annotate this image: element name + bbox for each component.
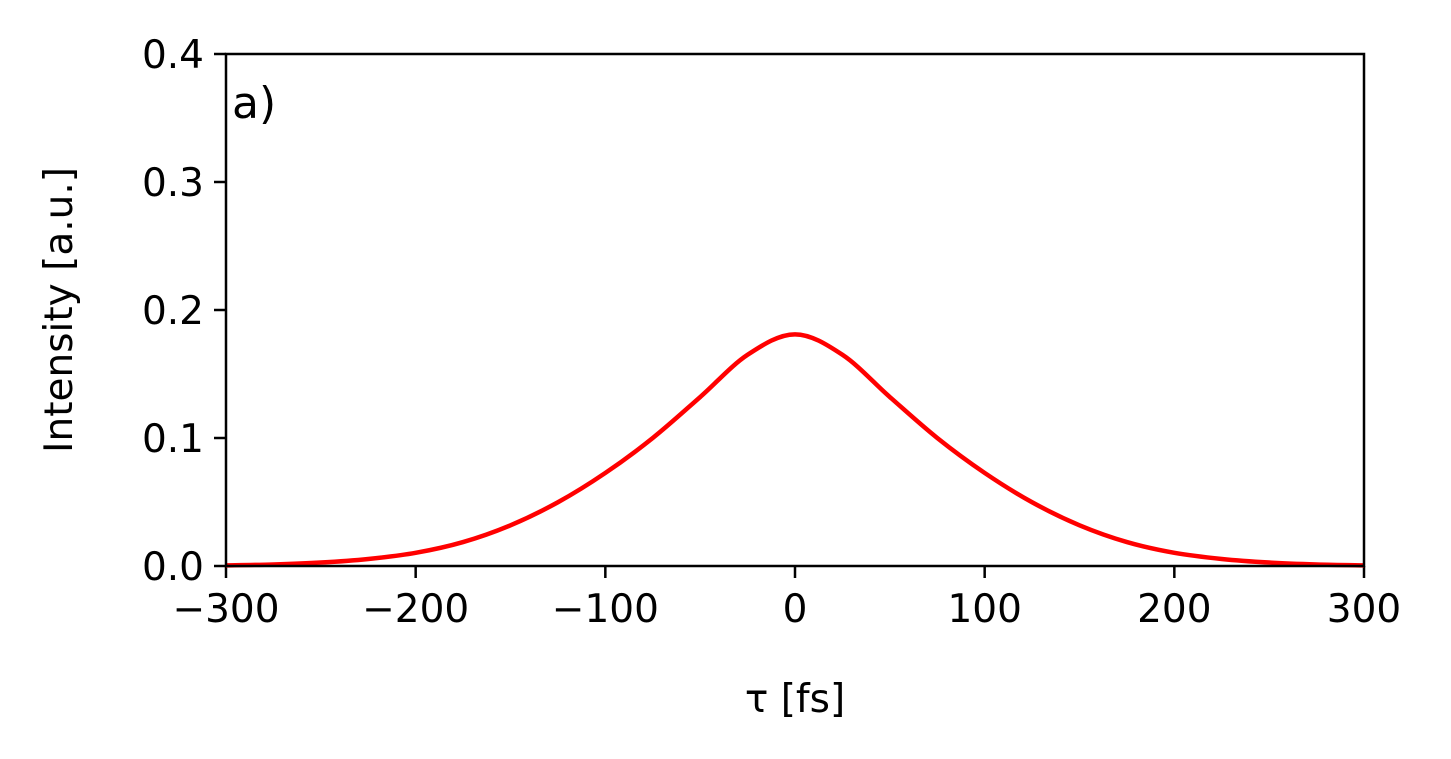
y-tick-label: 0.2	[142, 289, 204, 334]
series-layer	[225, 332, 1365, 568]
x-axis-ticks: −300 −200 −100 0 100 200 300	[172, 566, 1401, 632]
x-tick-label: 100	[947, 587, 1021, 632]
panel-label: a)	[232, 78, 276, 129]
x-tick-label: −100	[552, 587, 659, 632]
y-tick-label: 0.4	[142, 33, 204, 78]
plot-frame	[224, 52, 1366, 568]
x-tick-label: 0	[783, 587, 808, 632]
x-tick-label: 300	[1327, 587, 1401, 632]
y-tick-label: 0.0	[142, 545, 204, 590]
y-axis-label: Intensity [a.u.]	[37, 167, 82, 453]
y-tick-label: 0.3	[142, 161, 204, 206]
x-tick-label: −200	[362, 587, 469, 632]
x-axis-label: τ [fs]	[745, 677, 845, 722]
y-axis-ticks: 0.0 0.1 0.2 0.3 0.4	[142, 33, 226, 590]
intensity-curve	[225, 332, 1365, 568]
x-tick-label: −300	[172, 587, 279, 632]
x-tick-label: 200	[1137, 587, 1211, 632]
y-tick-label: 0.1	[142, 417, 204, 462]
